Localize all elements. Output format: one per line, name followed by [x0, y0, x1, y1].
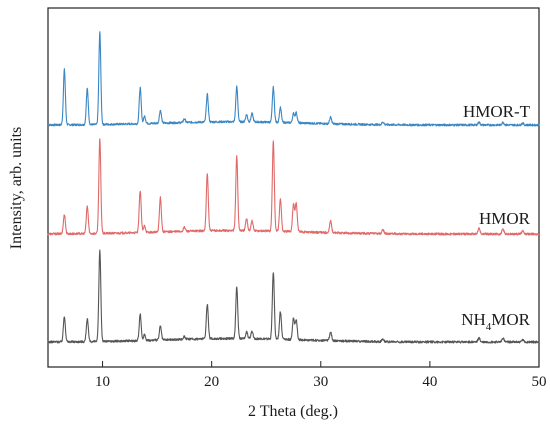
x-tick-label: 40: [422, 374, 437, 390]
series-label-nh4mor-part2: MOR: [491, 310, 530, 329]
plot-frame: [47, 7, 540, 368]
series-line-1: [47, 138, 540, 236]
series-line-2: [47, 249, 540, 344]
x-tick-label: 20: [204, 374, 219, 390]
x-tick-label: 10: [95, 374, 110, 390]
series-label-nh4mor-part1: NH: [461, 310, 486, 329]
x-tick-label: 30: [313, 374, 328, 390]
x-tick-label: 50: [532, 374, 547, 390]
series-label-nh4mor: NH4MOR: [461, 310, 530, 333]
series-label-hmor-t: HMOR-T: [463, 102, 531, 121]
series-label-hmor: HMOR: [479, 209, 531, 228]
x-axis-label: 2 Theta (deg.): [248, 403, 338, 420]
y-axis-label: Intensity, arb. units: [8, 127, 25, 250]
traces-group: [47, 31, 540, 344]
series-line-0: [47, 31, 540, 127]
series-label-nh4mor-subscript: 4: [486, 321, 492, 333]
x-ticks-group: 10 20 30 40 50: [95, 361, 547, 390]
